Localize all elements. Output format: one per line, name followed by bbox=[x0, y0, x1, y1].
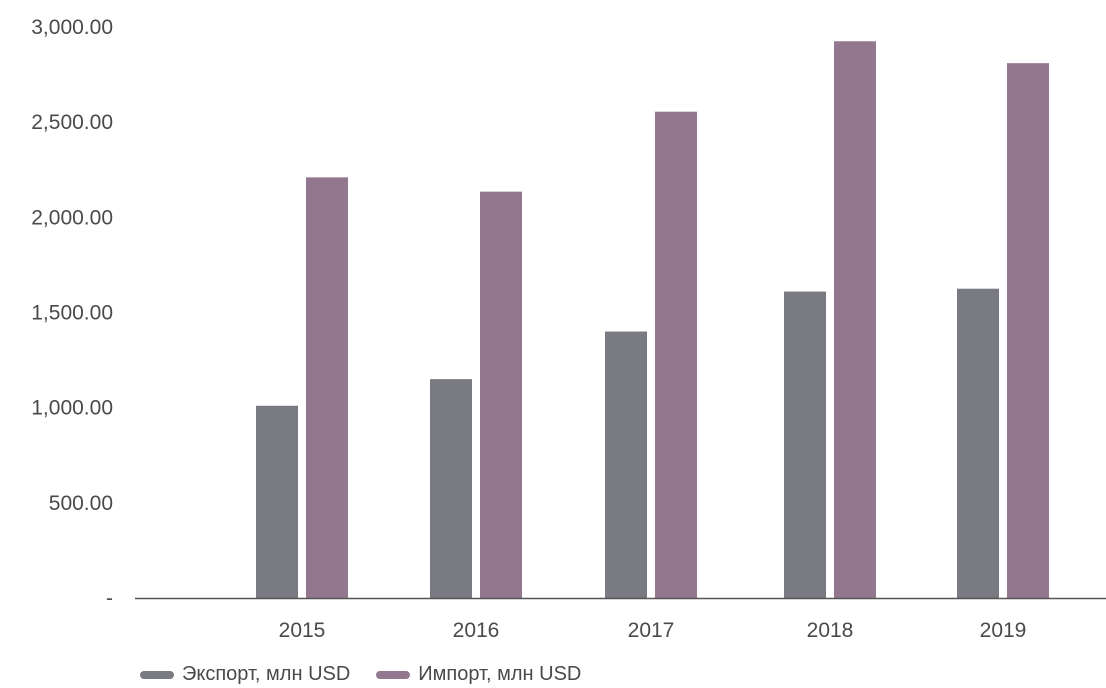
y-tick-label: 1,000.00 bbox=[31, 397, 113, 420]
bars bbox=[256, 41, 1049, 599]
bar-import-2017 bbox=[655, 111, 697, 598]
bar-export-2017 bbox=[605, 331, 647, 598]
y-tick-label: 2,000.00 bbox=[31, 206, 113, 229]
x-tick-label: 2019 bbox=[980, 619, 1027, 642]
bar-import-2015 bbox=[306, 177, 348, 598]
bar-export-2019 bbox=[957, 288, 999, 598]
bar-import-2019 bbox=[1007, 63, 1049, 599]
y-tick-label: 1,500.00 bbox=[31, 302, 113, 325]
y-tick-label: 2,500.00 bbox=[31, 111, 113, 134]
x-tick-label: 2017 bbox=[628, 619, 675, 642]
bar-export-2015 bbox=[256, 405, 298, 598]
legend: Экспорт, млн USD Импорт, млн USD bbox=[140, 663, 581, 686]
x-axis-tick-labels: 2015 2016 2017 2018 2019 bbox=[279, 619, 1027, 642]
x-tick-label: 2016 bbox=[453, 619, 500, 642]
legend-label-export: Экспорт, млн USD bbox=[182, 663, 351, 685]
legend-label-import: Импорт, млн USD bbox=[418, 663, 582, 685]
x-tick-label: 2015 bbox=[279, 619, 326, 642]
bar-export-2016 bbox=[430, 379, 472, 598]
y-tick-label: - bbox=[106, 587, 113, 610]
legend-item-import: Импорт, млн USD bbox=[376, 663, 581, 686]
bar-export-2018 bbox=[784, 291, 826, 598]
bar-import-2018 bbox=[834, 41, 876, 598]
legend-swatch-export bbox=[140, 670, 174, 679]
legend-swatch-import bbox=[376, 670, 411, 679]
legend-item-export: Экспорт, млн USD bbox=[140, 663, 350, 686]
y-axis-tick-labels: - 500.00 1,000.00 1,500.00 2,000.00 2,500.00 3… bbox=[31, 16, 113, 610]
bar-import-2016 bbox=[480, 191, 522, 598]
y-tick-label: 500.00 bbox=[49, 492, 113, 515]
x-tick-label: 2018 bbox=[807, 619, 854, 642]
y-tick-label: 3,000.00 bbox=[31, 16, 113, 39]
